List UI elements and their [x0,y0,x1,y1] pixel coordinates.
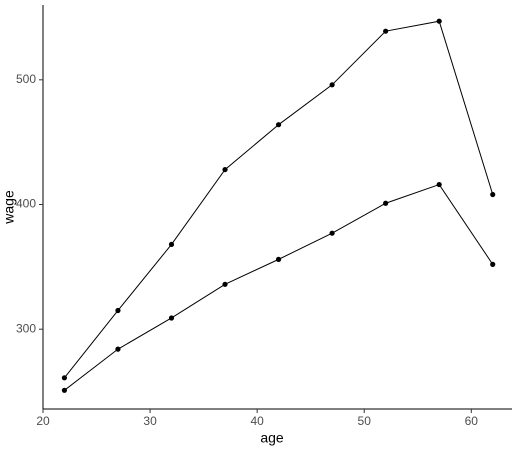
point [275,256,282,262]
point [168,241,175,248]
point [490,191,496,198]
point [490,261,496,267]
x-tick-label: 60 [465,414,479,428]
point [115,307,121,314]
point [329,82,335,88]
y-tick-label: 500 [16,72,36,86]
y-tick-label: 300 [16,321,36,335]
point [436,18,442,24]
point [61,387,68,393]
point [168,315,175,321]
x-tick-label: 30 [143,414,157,428]
point [61,375,68,381]
x-tick-label: 20 [36,414,50,428]
point [222,281,228,287]
x-tick-label: 50 [358,414,372,428]
point [329,230,335,236]
point [222,166,228,173]
x-axis-title: age [260,430,284,446]
series-line [64,183,494,391]
point [383,200,389,206]
point [383,28,389,34]
point [436,181,442,188]
x-tick-label: 40 [250,414,264,428]
y-tick-label: 400 [16,197,36,211]
point [275,122,282,128]
point [115,346,121,352]
series-line [64,20,494,379]
y-axis-title: wage [1,190,17,225]
